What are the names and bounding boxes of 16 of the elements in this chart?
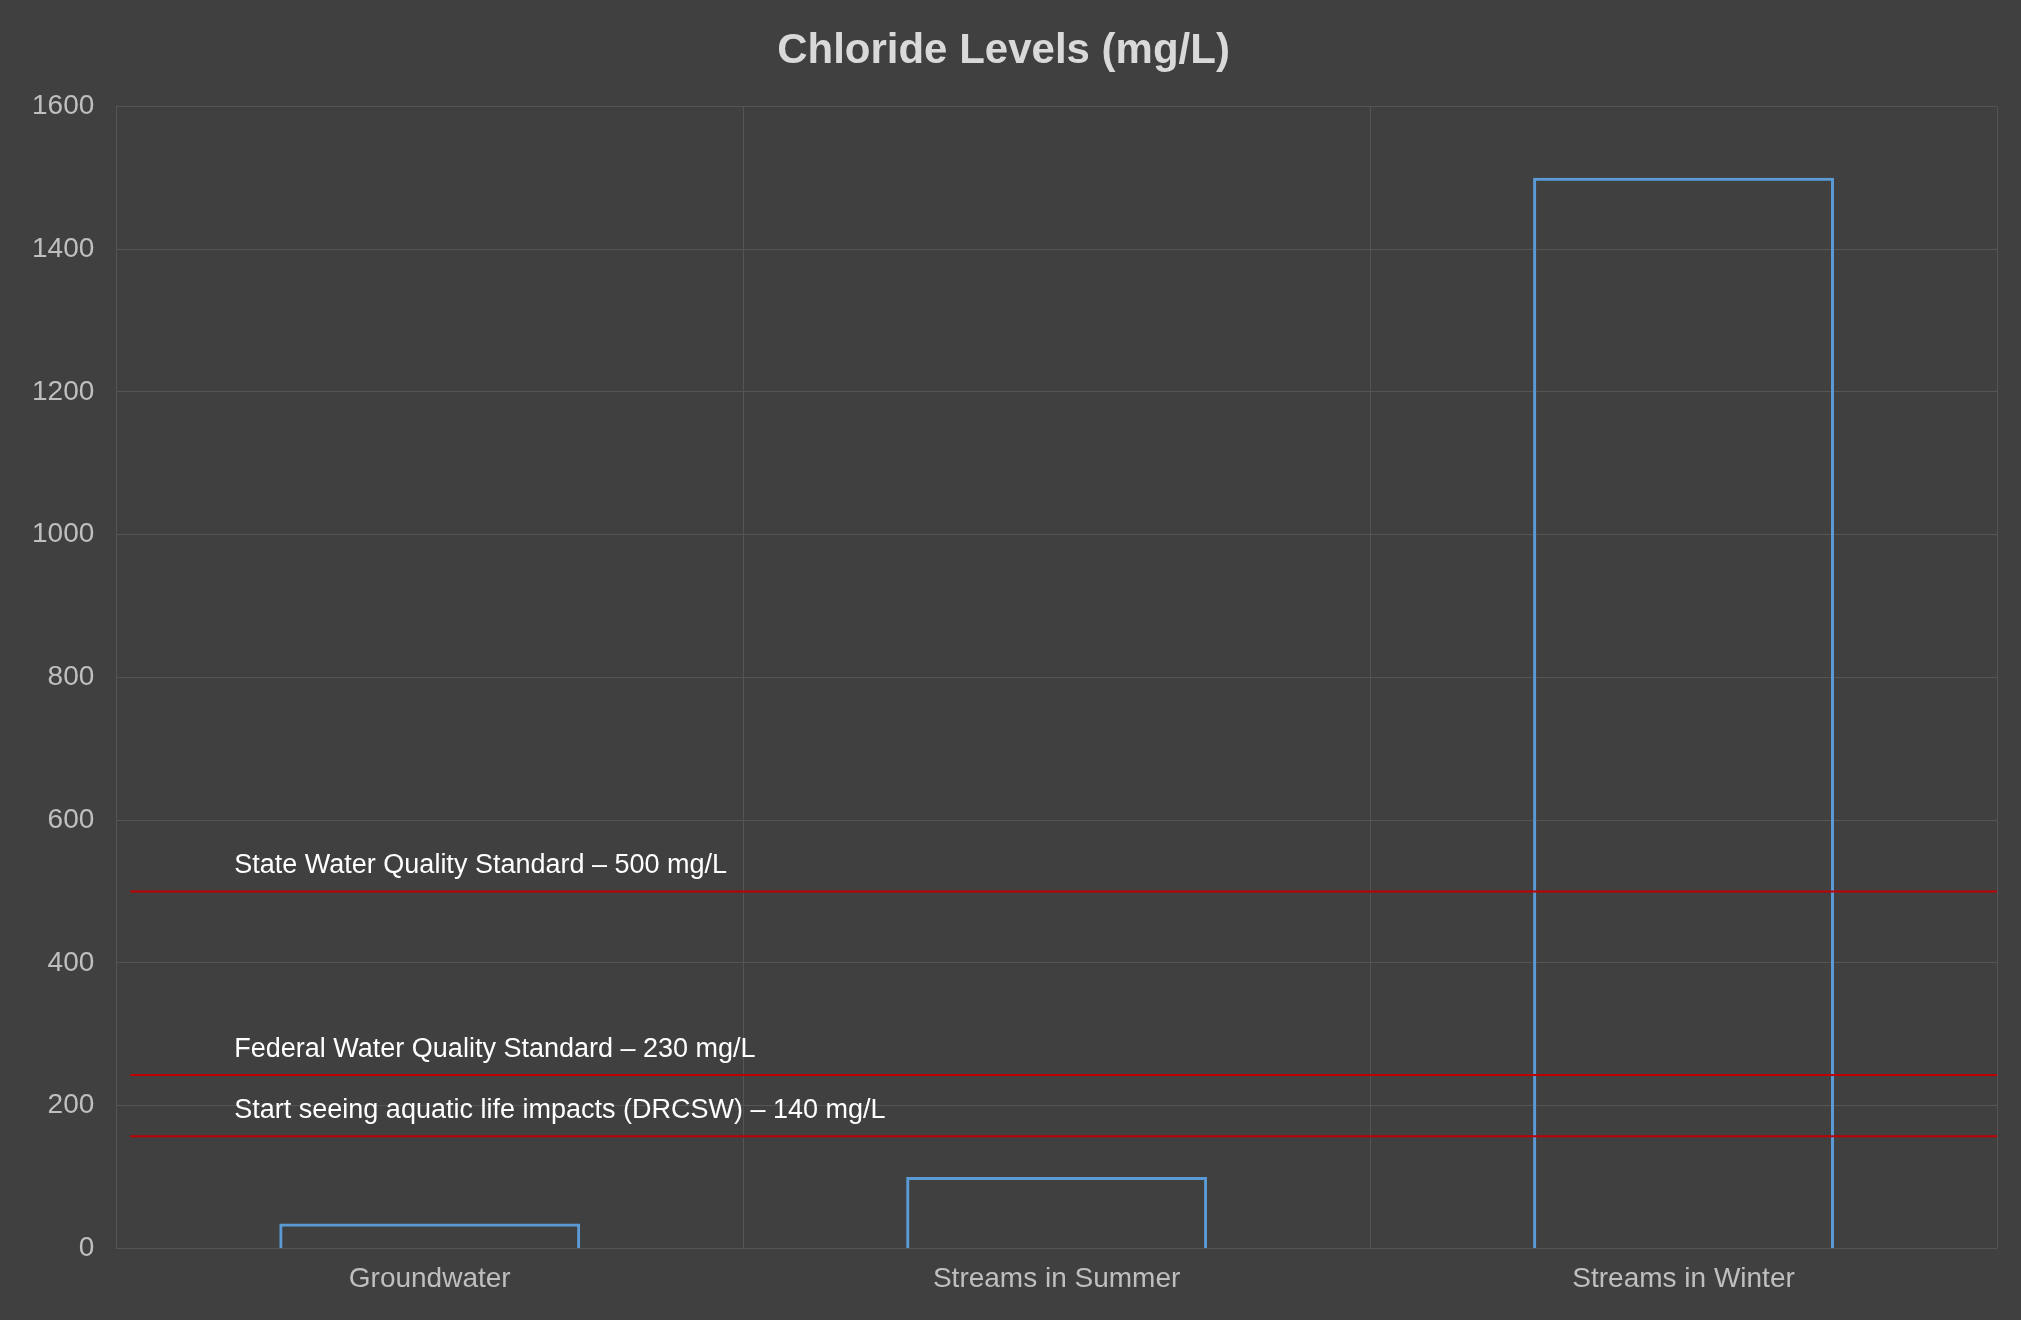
x-tick-label: Streams in Summer <box>932 1261 1181 1293</box>
ref-line-label: Start seeing aquatic life impacts (DRCSW) – 140 mg/L <box>234 1094 886 1125</box>
y-tick-label: 1000 <box>31 517 95 549</box>
y-tick-label: 400 <box>47 945 95 977</box>
ref-line-label: State Water Quality Standard – 500 mg/L <box>234 849 728 880</box>
x-tick-label: Groundwater <box>348 1261 511 1293</box>
chart-title: Chloride Levels (mg/L) <box>777 24 1230 72</box>
y-tick-label: 1600 <box>31 89 95 121</box>
ref-line-label: Federal Water Quality Standard – 230 mg/L <box>234 1032 756 1063</box>
y-tick-label: 600 <box>47 802 95 834</box>
y-tick-label: 0 <box>78 1231 95 1263</box>
y-tick-label: 1400 <box>31 231 95 263</box>
x-tick-label: Streams in Winter <box>1572 1261 1795 1293</box>
y-tick-label: 1200 <box>31 374 95 406</box>
y-tick-label: 200 <box>47 1088 95 1120</box>
y-tick-label: 800 <box>47 660 95 692</box>
